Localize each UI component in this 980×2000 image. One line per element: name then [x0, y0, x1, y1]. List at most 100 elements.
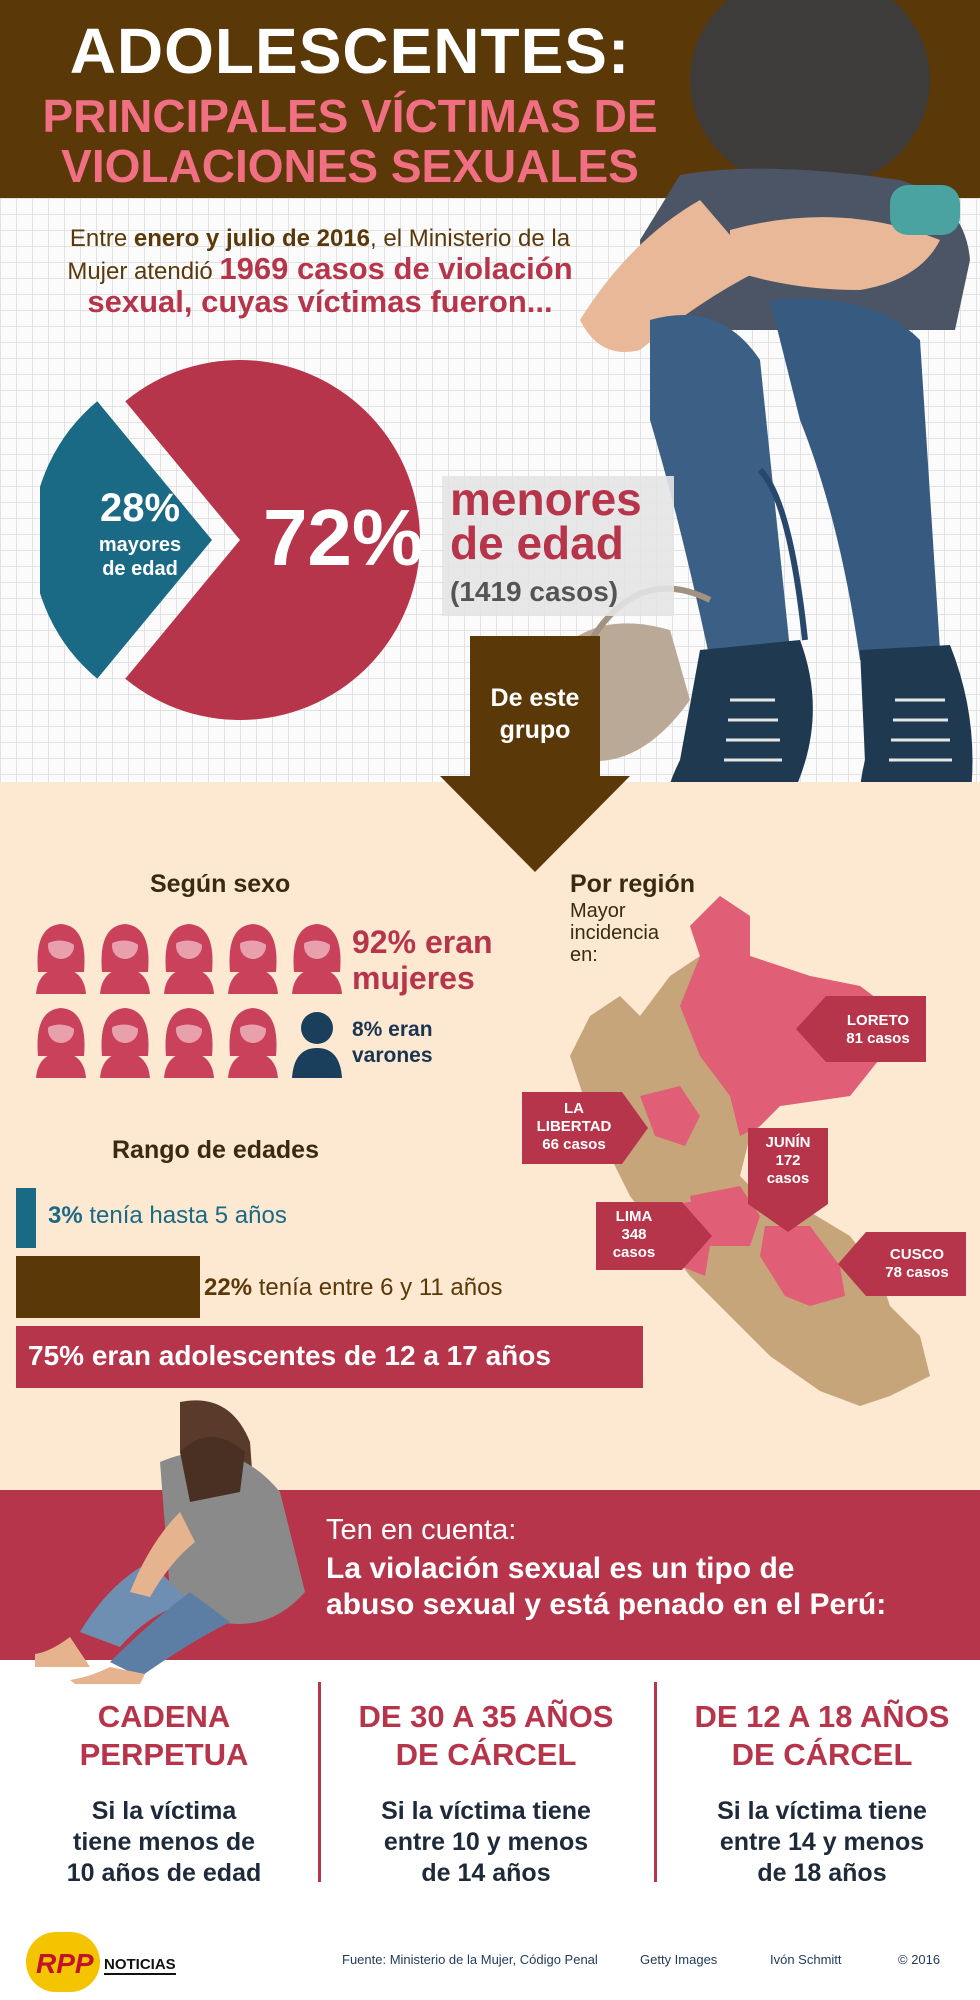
penalty-divider-2 — [654, 1682, 657, 1882]
female-person-icon — [36, 924, 86, 994]
female-person-icon — [292, 924, 342, 994]
lima-cases-value: 348 — [621, 1226, 647, 1243]
penalty-condition-2: entre 14 y menos — [719, 1828, 925, 1856]
rpp-logo-sub: NOTICIAS — [104, 1956, 176, 1975]
page-title: ADOLESCENTES: — [69, 15, 631, 87]
penalties-list: CADENA PERPETUA Si la víctima tiene menos d… — [0, 1692, 980, 1912]
adult-label-1: mayores — [98, 534, 182, 556]
region-sub-3: en: — [570, 944, 598, 966]
men-text-2: varones — [352, 1044, 433, 1067]
age-range-3-text: 75% eran adolescentes de 12 a 17 años — [28, 1340, 551, 1371]
male-person-icon — [292, 1012, 342, 1078]
age-range-1-text: 3% tenía hasta 5 años — [48, 1202, 287, 1230]
penalty-condition-1: Si la víctima — [91, 1797, 237, 1825]
intro-date-range: enero y julio de 2016 — [133, 225, 371, 252]
notice-line-3: abuso sexual y está penado en el Perú: — [326, 1588, 887, 1621]
penalty-condition-3: de 14 años — [421, 1859, 551, 1887]
women-text-2: mujeres — [352, 960, 475, 996]
notice-line-2: La violación sexual es un tipo de — [326, 1552, 795, 1585]
age-pie-chart — [40, 360, 421, 720]
women-text-1: 92% eran — [352, 924, 493, 960]
cusco-tag — [838, 1232, 966, 1296]
penalty-title-1: DE 30 A 35 AÑOS — [358, 1699, 614, 1734]
sex-section-title: Según sexo — [150, 870, 291, 898]
intro-highlight: 1969 casos de violación sexual, cuyas ví… — [87, 251, 573, 319]
penalty-title-1: CADENA — [97, 1699, 231, 1734]
junin-cases-label: casos — [766, 1170, 810, 1187]
footer-getty: Getty Images — [640, 1952, 718, 1967]
penalty-condition-3: 10 años de edad — [66, 1859, 262, 1887]
adult-label-2: de edad — [102, 558, 178, 580]
region-sub-2: incidencia — [570, 922, 659, 944]
penalty-title-1: DE 12 A 18 AÑOS — [694, 1699, 950, 1734]
footer-source: Fuente: Ministerio de la Mujer, Código P… — [342, 1952, 598, 1967]
age-range-2-text: 22% tenía entre 6 y 11 años — [204, 1274, 502, 1302]
footer-copyright: © 2016 — [898, 1952, 941, 1967]
notice-line-1: Ten en cuenta: — [326, 1514, 517, 1546]
female-person-icon — [228, 924, 278, 994]
page-subtitle-2: VIOLACIONES SEXUALES — [61, 140, 639, 192]
la-libertad-region — [640, 1086, 700, 1146]
intro-part-1: Entre — [69, 225, 134, 252]
penalty-title-2: PERPETUA — [79, 1737, 249, 1772]
age-range-2-pct: 22% — [204, 1274, 253, 1301]
cusco-cases: 78 casos — [885, 1264, 949, 1281]
cusco-region — [760, 1226, 845, 1306]
la-libertad-cases: 66 casos — [542, 1136, 606, 1153]
arrow-text-2: grupo — [499, 716, 571, 744]
penalty-title-2: DE CÁRCEL — [395, 1737, 577, 1772]
penalty-condition-3: de 18 años — [757, 1859, 887, 1887]
penalty-column: DE 12 A 18 AÑOS DE CÁRCEL Si la víctima ti… — [676, 1692, 968, 1912]
junin-name: JUNÍN — [765, 1134, 811, 1151]
minors-label-box — [442, 476, 674, 616]
lima-cases-label: casos — [612, 1244, 656, 1261]
arrow-text-1: De este — [490, 684, 580, 712]
penalty-condition-2: tiene menos de — [73, 1828, 255, 1856]
age-range-title: Rango de edades — [112, 1136, 319, 1164]
lima-tag — [596, 1202, 712, 1270]
junin-cases-value: 172 — [775, 1152, 801, 1169]
age-range-2-label: tenía entre 6 y 11 años — [252, 1274, 503, 1301]
cusco-name: CUSCO — [889, 1246, 945, 1263]
penalty-title-2: DE CÁRCEL — [731, 1737, 913, 1772]
adult-percentage: 28% — [99, 486, 181, 530]
footer-author: Ivón Schmitt — [770, 1952, 842, 1967]
age-range-1-pct: 3% — [48, 1202, 83, 1229]
female-person-icon — [36, 1008, 86, 1078]
hoodie-girl-photo — [35, 1400, 305, 1684]
age-bar-6-11 — [16, 1256, 200, 1318]
people-icon-grid — [32, 920, 352, 1080]
penalty-column: CADENA PERPETUA Si la víctima tiene menos d… — [18, 1692, 310, 1912]
female-person-icon — [228, 1008, 278, 1078]
age-bar-under-5 — [16, 1188, 36, 1248]
region-title: Por región — [570, 870, 696, 898]
loreto-cases: 81 casos — [846, 1030, 910, 1047]
minors-cases: (1419 casos) — [450, 576, 619, 607]
penalty-column: DE 30 A 35 AÑOS DE CÁRCEL Si la víctima ti… — [340, 1692, 632, 1912]
minor-percentage: 72% — [262, 493, 424, 582]
penalty-condition-1: Si la víctima tiene — [381, 1797, 591, 1825]
loreto-name: LORETO — [846, 1012, 910, 1029]
region-sub-1: Mayor — [570, 900, 626, 922]
female-person-icon — [100, 924, 150, 994]
men-text-1: 8% eran — [352, 1018, 433, 1041]
penalty-condition-1: Si la víctima tiene — [717, 1797, 927, 1825]
age-range-1-label: tenía hasta 5 años — [82, 1202, 287, 1229]
female-person-icon — [164, 924, 214, 994]
penalty-divider-1 — [318, 1682, 321, 1882]
rpp-logo-text: RPP — [36, 1948, 94, 1979]
minors-label-1: menores — [450, 473, 642, 525]
loreto-region — [680, 896, 900, 1136]
lima-name: LIMA — [615, 1208, 653, 1225]
intro-part-3: , el Ministerio de la Mujer atendió — [67, 225, 571, 285]
la-libertad-name-1: LA — [564, 1100, 584, 1117]
loreto-tag — [796, 996, 926, 1062]
rpp-logo — [26, 1932, 100, 1992]
pie-slice-minors — [125, 360, 421, 720]
female-person-icon — [164, 1008, 214, 1078]
down-arrow — [440, 636, 630, 872]
page-subtitle-1: PRINCIPALES VÍCTIMAS DE — [42, 90, 658, 142]
female-person-icon — [100, 1008, 150, 1078]
la-libertad-name-2: LIBERTAD — [536, 1118, 612, 1135]
penalty-condition-2: entre 10 y menos — [383, 1828, 589, 1856]
